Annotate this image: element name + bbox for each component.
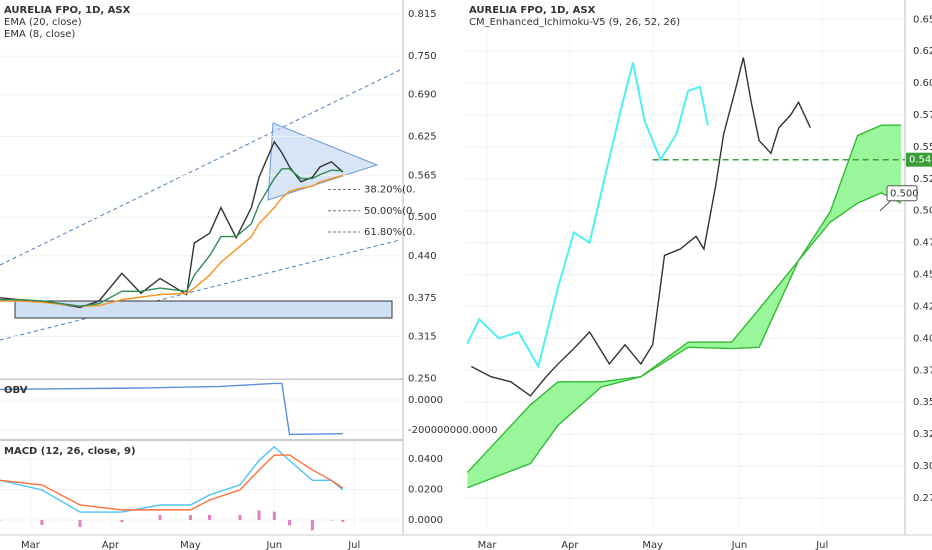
legend-entry: EMA (20, close) <box>4 17 82 28</box>
y-tick-label: 0.0000 <box>408 395 443 406</box>
histogram-bar <box>0 519 2 521</box>
y-tick-label: 0.750 <box>408 51 437 62</box>
y-tick-label: 0.315 <box>408 331 437 342</box>
y-tick-label: 0.250 <box>408 373 437 384</box>
x-tick-label: May <box>642 540 663 550</box>
fib-label: 50.00%(0. <box>364 206 416 217</box>
x-tick-label: Apr <box>561 540 579 550</box>
histogram-bar <box>238 514 242 520</box>
channel-line <box>0 239 401 341</box>
histogram-bar <box>158 515 162 520</box>
y-tick-label: 0.400 <box>913 333 932 344</box>
y-tick-label: 0.325 <box>913 429 932 440</box>
y-tick-label: 0.600 <box>913 78 932 89</box>
x-tick-label: Apr <box>102 540 120 550</box>
y-tick-label: 0.625 <box>913 46 932 57</box>
y-tick-label: 0.440 <box>408 251 437 262</box>
y-tick-label: 0.500 <box>913 206 932 217</box>
histogram-bar <box>188 515 192 520</box>
y-tick-label: 0.275 <box>913 493 932 504</box>
x-tick-label: Jul <box>815 540 828 550</box>
y-tick-label: 0.350 <box>913 397 932 408</box>
y-tick-label: 0.425 <box>913 301 932 312</box>
x-tick-label: Jul <box>347 540 360 550</box>
series-line <box>0 454 344 511</box>
x-tick-label: Mar <box>478 540 498 550</box>
series-line <box>0 445 344 513</box>
series-line <box>0 382 343 436</box>
y-tick-label: 0.0400 <box>408 454 443 465</box>
histogram-bar <box>272 511 276 520</box>
series-line <box>0 140 344 309</box>
legend-entry: EMA (8, close) <box>4 29 75 40</box>
series-line <box>467 192 902 489</box>
histogram-bar <box>288 519 292 526</box>
price-tag <box>906 152 932 167</box>
y-tick-label: 0.475 <box>913 238 932 249</box>
series-line <box>466 124 902 473</box>
histogram-bar <box>257 510 261 520</box>
y-tick-label: -200000000.0000 <box>408 425 498 436</box>
histogram-bar <box>78 519 82 527</box>
callout-box <box>886 185 918 202</box>
y-tick-label: 0.625 <box>408 132 437 143</box>
pane-title: MACD (12, 26, close, 9) <box>4 446 136 457</box>
x-tick-label: Jun <box>731 540 748 550</box>
y-tick-label: 0.300 <box>913 461 932 472</box>
y-tick-label: 0.650 <box>913 14 932 25</box>
fib-label: 38.20%(0. <box>364 184 416 195</box>
y-tick-label: 0.375 <box>913 365 932 376</box>
x-tick-label: Mar <box>21 540 41 550</box>
callout-label: 0.500 <box>890 189 919 200</box>
y-tick-label: 0.375 <box>408 293 437 304</box>
cloud-area <box>467 125 902 488</box>
y-tick-label: 0.690 <box>408 90 437 101</box>
y-tick-label: 0.500 <box>408 212 437 223</box>
histogram-bar <box>341 519 345 522</box>
y-tick-label: 0.575 <box>913 110 932 121</box>
fib-label: 61.80%(0. <box>364 227 416 238</box>
series-line <box>470 57 812 397</box>
x-tick-label: Jun <box>265 540 282 550</box>
histogram-bar <box>329 519 333 521</box>
y-tick-label: 0.450 <box>913 270 932 281</box>
series-line <box>466 62 709 370</box>
triangle-pattern <box>267 122 379 201</box>
y-tick-label: 0.0000 <box>408 515 443 526</box>
y-tick-label: 0.525 <box>913 174 932 185</box>
pane-title: AURELIA FPO, 1D, ASX <box>4 5 131 16</box>
histogram-bar <box>310 519 314 531</box>
series-line <box>0 168 343 307</box>
price-tag-label: 0.540 <box>909 155 932 166</box>
y-tick-label: 0.0200 <box>408 484 443 495</box>
y-tick-label: 0.550 <box>913 142 932 153</box>
pane-title: OBV <box>4 385 28 396</box>
support-zone <box>14 300 393 319</box>
histogram-bar <box>40 519 44 525</box>
x-tick-label: May <box>180 540 201 550</box>
y-tick-label: 0.815 <box>408 9 437 20</box>
histogram-bar <box>208 514 212 520</box>
pane-title: AURELIA FPO, 1D, ASX <box>469 5 596 16</box>
pane-subtitle: CM_Enhanced_Ichimoku-V5 (9, 26, 52, 26) <box>469 17 680 28</box>
y-tick-label: 0.565 <box>408 170 437 181</box>
histogram-bar <box>120 519 124 523</box>
